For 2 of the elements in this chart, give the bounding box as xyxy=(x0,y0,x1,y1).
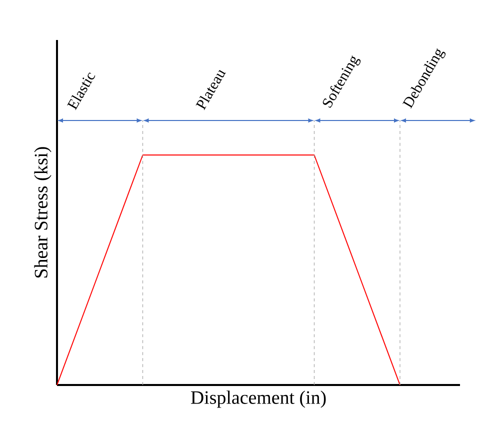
x-axis-title: Displacement (in) xyxy=(190,390,326,408)
y-axis-title: Shear Stress (ksi) xyxy=(34,147,52,278)
